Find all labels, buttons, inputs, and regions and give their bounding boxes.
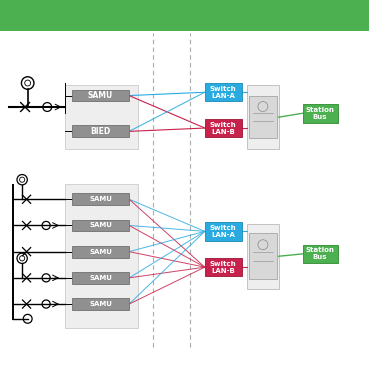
Bar <box>72 298 129 310</box>
Bar <box>249 96 277 138</box>
Text: SAMU: SAMU <box>89 249 112 255</box>
Text: SAMU: SAMU <box>89 196 112 202</box>
Bar <box>205 119 242 137</box>
Text: Switch
LAN-A: Switch LAN-A <box>210 86 237 99</box>
Bar <box>303 104 338 123</box>
Bar <box>65 184 138 328</box>
Text: Station
Bus: Station Bus <box>306 247 335 261</box>
Text: SAMU: SAMU <box>89 275 112 281</box>
Text: SAMU: SAMU <box>89 301 112 307</box>
Bar <box>72 220 129 231</box>
Bar <box>65 85 138 149</box>
Bar <box>0 0 369 31</box>
Text: SAMU: SAMU <box>88 91 113 100</box>
Bar <box>247 224 279 289</box>
Bar <box>205 222 242 241</box>
Text: Switch
LAN-A: Switch LAN-A <box>210 225 237 238</box>
Bar <box>205 83 242 101</box>
Bar <box>72 193 129 205</box>
Bar <box>72 125 129 137</box>
Text: Switch
LAN-B: Switch LAN-B <box>210 261 237 274</box>
Text: BIED: BIED <box>90 127 111 136</box>
Text: Station
Bus: Station Bus <box>306 107 335 120</box>
Text: SAMU: SAMU <box>89 223 112 228</box>
Bar <box>72 272 129 284</box>
Bar <box>72 90 129 101</box>
Bar <box>303 245 338 263</box>
Bar <box>205 258 242 276</box>
Bar <box>247 85 279 149</box>
Text: Switch
LAN-B: Switch LAN-B <box>210 121 237 135</box>
Bar <box>249 233 277 279</box>
Bar <box>72 246 129 258</box>
